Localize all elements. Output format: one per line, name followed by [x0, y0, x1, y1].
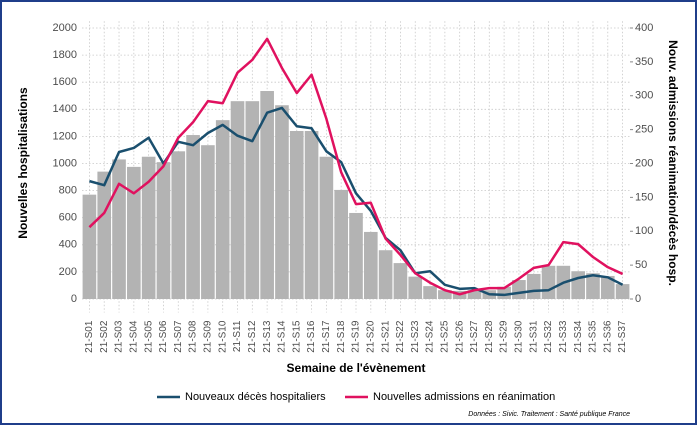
x-tick-label: 21-S33 [558, 320, 569, 353]
x-tick-label: 21-S08 [188, 320, 199, 353]
source-note: Données : Sivic. Traitement : Santé publ… [468, 411, 630, 418]
bar [541, 265, 556, 299]
y2-tick-label: 50 [635, 259, 647, 271]
x-tick-label: 21-S24 [425, 320, 436, 353]
x-tick-label: 21-S22 [395, 320, 406, 353]
bar [127, 166, 141, 299]
bar [186, 135, 200, 299]
legend-text: Nouvelles admissions en réanimation [373, 391, 555, 403]
bar [112, 159, 126, 299]
y-tick-label: 400 [59, 239, 77, 251]
y2-tick-label: 0 [635, 293, 641, 305]
line-series [88, 37, 624, 296]
x-tick-label: 21-S31 [528, 320, 539, 353]
x-tick-label: 21-S17 [321, 320, 332, 353]
x-axis-title: Semaine de l'évènement [287, 361, 426, 375]
bar [423, 286, 437, 299]
x-tick-label: 21-S09 [203, 320, 214, 353]
bar [201, 145, 215, 299]
x-tick-label: 21-S16 [306, 320, 317, 353]
x-tick-label: 21-S20 [365, 320, 376, 353]
bar [571, 271, 585, 299]
x-tick-label: 21-S29 [499, 320, 510, 353]
x-tick-label: 21-S28 [484, 320, 495, 353]
x-tick-label: 21-S10 [217, 320, 228, 353]
bar [230, 101, 245, 299]
x-tick-label: 21-S11 [232, 320, 243, 352]
bar [615, 284, 630, 299]
y-tick-label: 1400 [53, 103, 77, 115]
x-tick-label: 21-S19 [351, 320, 362, 353]
bar [275, 105, 289, 299]
x-tick-label: 21-S14 [277, 320, 288, 353]
y-tick-label: 1200 [53, 130, 77, 142]
x-tick-label: 21-S26 [454, 320, 465, 353]
x-tick-label: 21-S25 [440, 320, 451, 353]
bar [467, 290, 482, 299]
y2-tick-label: 150 [635, 191, 653, 203]
x-tick-label: 21-S36 [602, 320, 613, 353]
bar [82, 194, 97, 299]
y-tick-label: 200 [59, 266, 77, 278]
x-tick-label: 21-S21 [380, 320, 391, 353]
bar [319, 156, 334, 299]
x-tick-label: 21-S06 [158, 320, 169, 353]
x-tick-label: 21-S05 [143, 320, 154, 353]
bar [215, 120, 230, 299]
bar [171, 151, 186, 299]
bar [304, 130, 319, 299]
x-tick-label: 21-S03 [114, 320, 125, 353]
x-tick-label: 21-S07 [173, 320, 184, 353]
y2-axis-title: Nouv. admissions réanimation/décès hosp. [666, 40, 680, 286]
bar [378, 250, 393, 299]
line-series [89, 106, 624, 297]
x-tick-label: 21-S15 [291, 320, 302, 353]
bar [349, 212, 363, 299]
bar [586, 273, 600, 299]
y2-tick-label: 100 [635, 225, 653, 237]
y-tick-label: 600 [59, 212, 77, 224]
bar [438, 290, 452, 299]
x-tick-label: 21-S30 [514, 320, 525, 353]
x-tick-label: 21-S23 [410, 320, 421, 353]
y2-tick-label: 200 [635, 157, 653, 169]
bar [600, 275, 615, 299]
y-tick-label: 1000 [53, 157, 77, 169]
x-tick-label: 21-S34 [573, 320, 584, 353]
y2-tick-label: 350 [635, 56, 653, 68]
y-tick-label: 2000 [53, 22, 77, 34]
y-tick-label: 1600 [53, 76, 77, 88]
legend-text: Nouveaux décès hospitaliers [185, 391, 326, 403]
x-tick-label: 21-S13 [262, 320, 273, 353]
x-tick-label: 21-S18 [336, 320, 347, 353]
x-tick-label: 21-S02 [99, 320, 110, 353]
bar [289, 130, 304, 299]
bar [393, 263, 408, 299]
bar [408, 276, 423, 299]
y2-tick-label: 300 [635, 90, 653, 102]
x-tick-label: 21-S37 [617, 320, 628, 353]
y-tick-label: 800 [59, 185, 77, 197]
y-tick-label: 1800 [53, 49, 77, 61]
bar [156, 162, 171, 299]
x-tick-label: 21-S35 [588, 320, 599, 353]
x-tick-label: 21-S01 [84, 320, 95, 353]
y-axis-title: Nouvelles hospitalisations [16, 87, 30, 239]
y2-tick-label: 250 [635, 124, 653, 136]
bar [334, 189, 349, 299]
bar [363, 231, 378, 299]
y-tick-label: 0 [71, 293, 77, 305]
y2-tick-label: 400 [635, 22, 653, 34]
x-tick-label: 21-S04 [128, 320, 139, 353]
bar [97, 171, 112, 299]
x-tick-label: 21-S32 [543, 320, 554, 353]
x-tick-label: 21-S27 [469, 320, 480, 353]
bar [526, 273, 541, 299]
bar [260, 91, 274, 299]
x-tick-label: 21-S12 [247, 320, 258, 353]
bar [141, 156, 156, 299]
bar [245, 101, 260, 299]
